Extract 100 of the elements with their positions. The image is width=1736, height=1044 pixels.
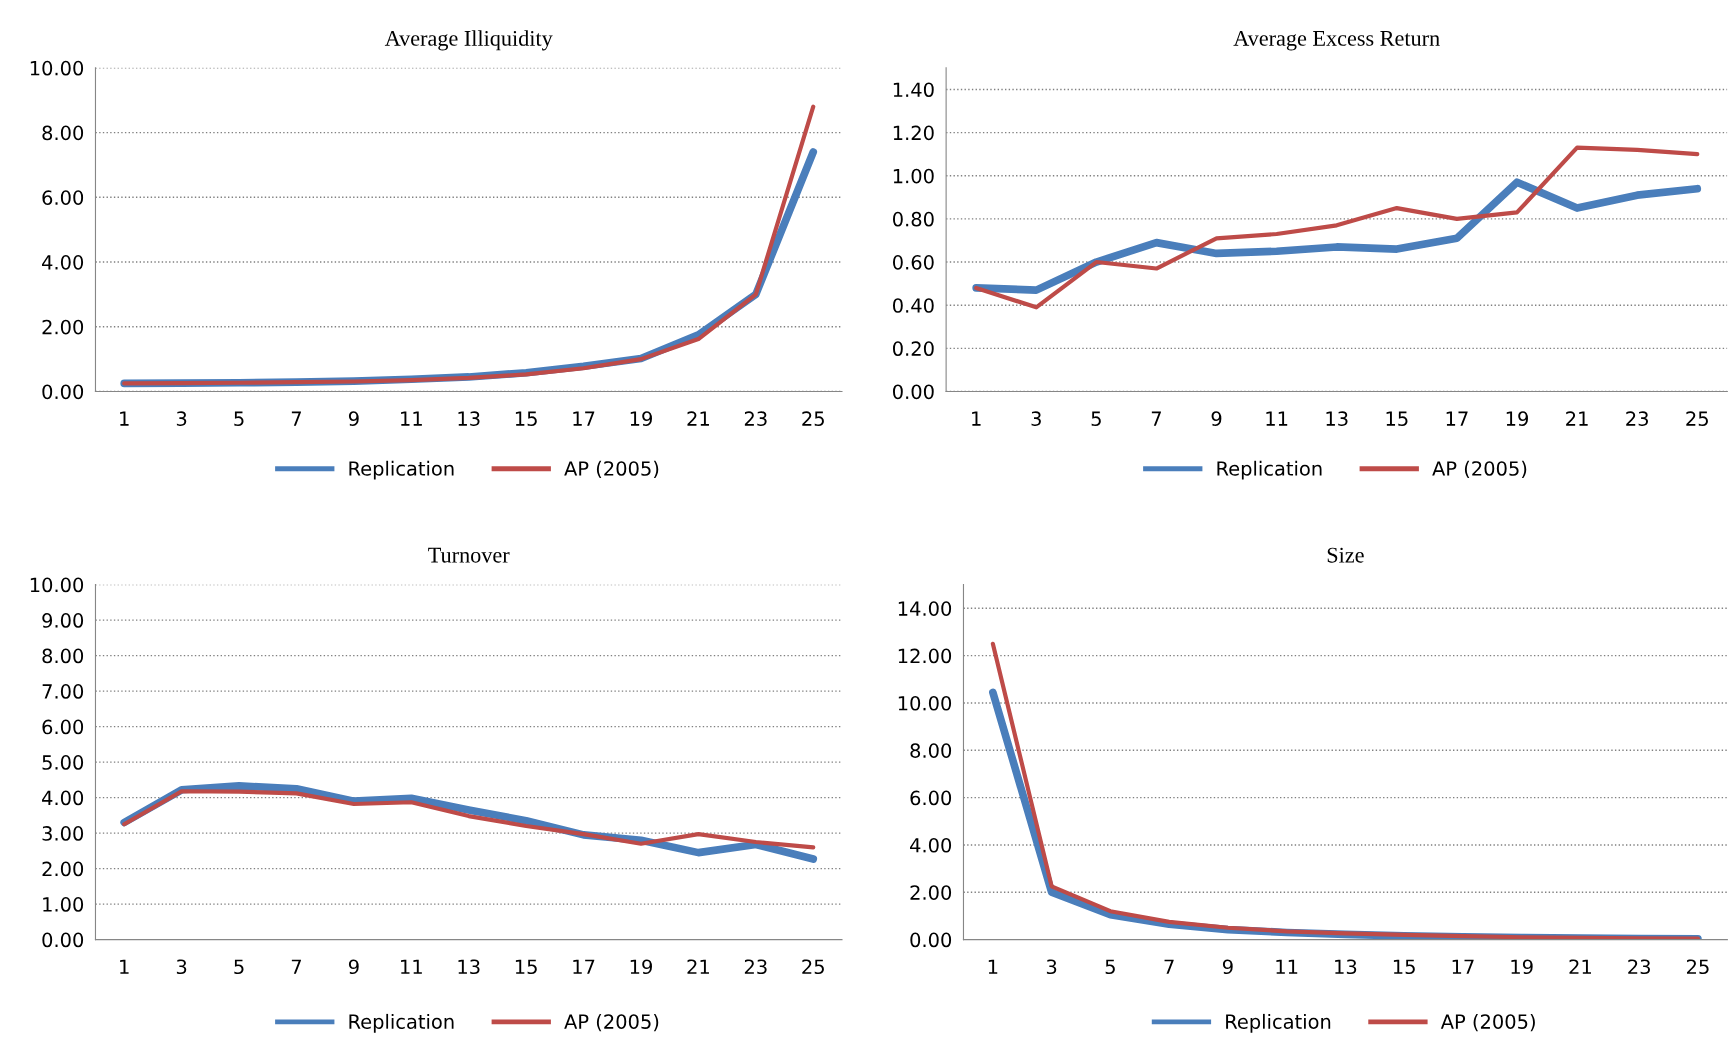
legend-label: AP (2005) (1432, 460, 1527, 479)
y-tick-label: 4.00 (42, 255, 84, 270)
x-tick-label: 17 (573, 411, 595, 426)
x-tick-label: 9 (348, 411, 359, 426)
x-tick-label: 15 (1386, 411, 1408, 426)
y-tick-label: 0.00 (42, 384, 84, 400)
legend-label: Replication (1217, 460, 1322, 480)
y-tick-label: 10.00 (30, 577, 84, 593)
x-tick-label: 17 (573, 959, 595, 974)
x-tick-label: 9 (1211, 411, 1222, 426)
line-series (122, 789, 816, 850)
legend-label: AP (2005) (1440, 1013, 1535, 1032)
y-tick-label: 12.00 (898, 648, 952, 664)
x-tick-label: 21 (1569, 959, 1591, 974)
x-tick-label: 23 (1628, 959, 1650, 975)
y-tick-label: 5.00 (42, 755, 84, 770)
x-tick-label: 1 (972, 411, 981, 426)
y-tick-label: 0.40 (893, 298, 934, 313)
x-tick-label: 19 (1506, 411, 1528, 426)
x-tick-label: 19 (1511, 959, 1533, 975)
x-tick-label: 17 (1446, 411, 1468, 426)
y-tick-label: 10.00 (898, 695, 952, 711)
y-tick-label: 0.80 (893, 211, 934, 227)
y-tick-label: 0.00 (910, 932, 952, 948)
x-tick-label: 1 (120, 959, 129, 974)
y-tick-label: 8.00 (42, 648, 84, 664)
y-tick-label: 10.00 (30, 60, 84, 76)
legend-label: Replication (349, 460, 454, 480)
chart-title: Size (1327, 547, 1364, 563)
x-tick-label: 13 (1335, 959, 1357, 975)
x-tick-label: 23 (744, 959, 767, 975)
x-tick-label: 9 (1222, 959, 1233, 975)
legend-label: AP (2005) (564, 1013, 659, 1032)
chart-title: Average Illiquidity (384, 30, 553, 51)
y-tick-label: 1.40 (893, 82, 934, 98)
x-tick-label: 3 (1031, 411, 1041, 426)
x-tick-label: 23 (1626, 411, 1648, 426)
y-tick-label: 0.00 (42, 932, 84, 948)
line-series (990, 641, 1701, 940)
y-tick-label: 2.00 (42, 861, 84, 877)
x-tick-label: 1 (120, 411, 129, 426)
x-tick-label: 9 (348, 959, 359, 975)
x-tick-label: 25 (1686, 959, 1709, 975)
x-tick-label: 5 (1105, 959, 1115, 975)
x-tick-label: 7 (291, 959, 301, 974)
line-series (974, 145, 1700, 310)
y-tick-label: 9.00 (42, 613, 84, 628)
x-tick-label: 5 (1091, 411, 1101, 426)
y-tick-label: 1.00 (43, 897, 84, 912)
y-tick-label: 2.00 (910, 885, 952, 900)
y-tick-label: 8.00 (910, 743, 952, 758)
x-tick-label: 21 (687, 411, 709, 426)
y-tick-label: 1.00 (893, 168, 934, 184)
legend-label: Replication (349, 1013, 454, 1033)
x-tick-label: 15 (1393, 959, 1415, 975)
x-tick-label: 3 (176, 959, 187, 975)
line-series (122, 104, 816, 386)
x-tick-label: 3 (1046, 959, 1057, 975)
x-tick-label: 11 (401, 959, 422, 974)
y-tick-label: 1.20 (893, 125, 934, 141)
y-tick-label: 6.00 (42, 719, 84, 735)
x-tick-label: 25 (1686, 411, 1708, 426)
y-tick-label: 0.20 (893, 341, 934, 357)
x-tick-label: 25 (802, 959, 824, 975)
x-tick-label: 5 (234, 411, 244, 426)
x-tick-label: 7 (1151, 411, 1161, 426)
x-tick-label: 3 (176, 411, 187, 426)
y-tick-label: 8.00 (42, 125, 84, 141)
x-tick-label: 13 (458, 959, 480, 975)
x-tick-label: 7 (291, 411, 301, 426)
legend-label: Replication (1226, 1013, 1331, 1033)
x-tick-label: 11 (1276, 959, 1298, 974)
y-tick-label: 14.00 (898, 601, 952, 616)
chart-title: Turnover (428, 547, 510, 563)
y-tick-label: 0.60 (893, 255, 934, 270)
y-tick-label: 4.00 (42, 790, 84, 806)
x-tick-label: 11 (1266, 411, 1288, 426)
x-tick-label: 21 (1566, 411, 1588, 426)
x-tick-label: 15 (515, 411, 537, 426)
y-tick-label: 2.00 (42, 319, 84, 335)
x-tick-label: 11 (401, 411, 422, 426)
y-tick-label: 6.00 (910, 790, 952, 806)
x-tick-label: 13 (458, 411, 480, 426)
x-tick-label: 23 (744, 411, 767, 426)
x-tick-label: 19 (630, 959, 652, 975)
x-tick-label: 1 (988, 959, 998, 974)
x-tick-label: 15 (515, 959, 537, 975)
x-tick-label: 17 (1452, 959, 1474, 974)
x-tick-label: 7 (1164, 959, 1174, 974)
y-tick-label: 7.00 (42, 684, 84, 699)
x-tick-label: 5 (234, 959, 244, 975)
y-tick-label: 3.00 (42, 826, 84, 841)
x-tick-label: 21 (687, 959, 709, 974)
x-tick-label: 13 (1326, 411, 1348, 426)
legend-label: AP (2005) (564, 460, 659, 479)
x-tick-label: 19 (630, 411, 652, 426)
y-tick-label: 6.00 (42, 190, 84, 205)
y-tick-label: 4.00 (910, 837, 952, 853)
x-tick-label: 25 (802, 411, 824, 426)
chart-title: Average Excess Return (1233, 30, 1440, 51)
